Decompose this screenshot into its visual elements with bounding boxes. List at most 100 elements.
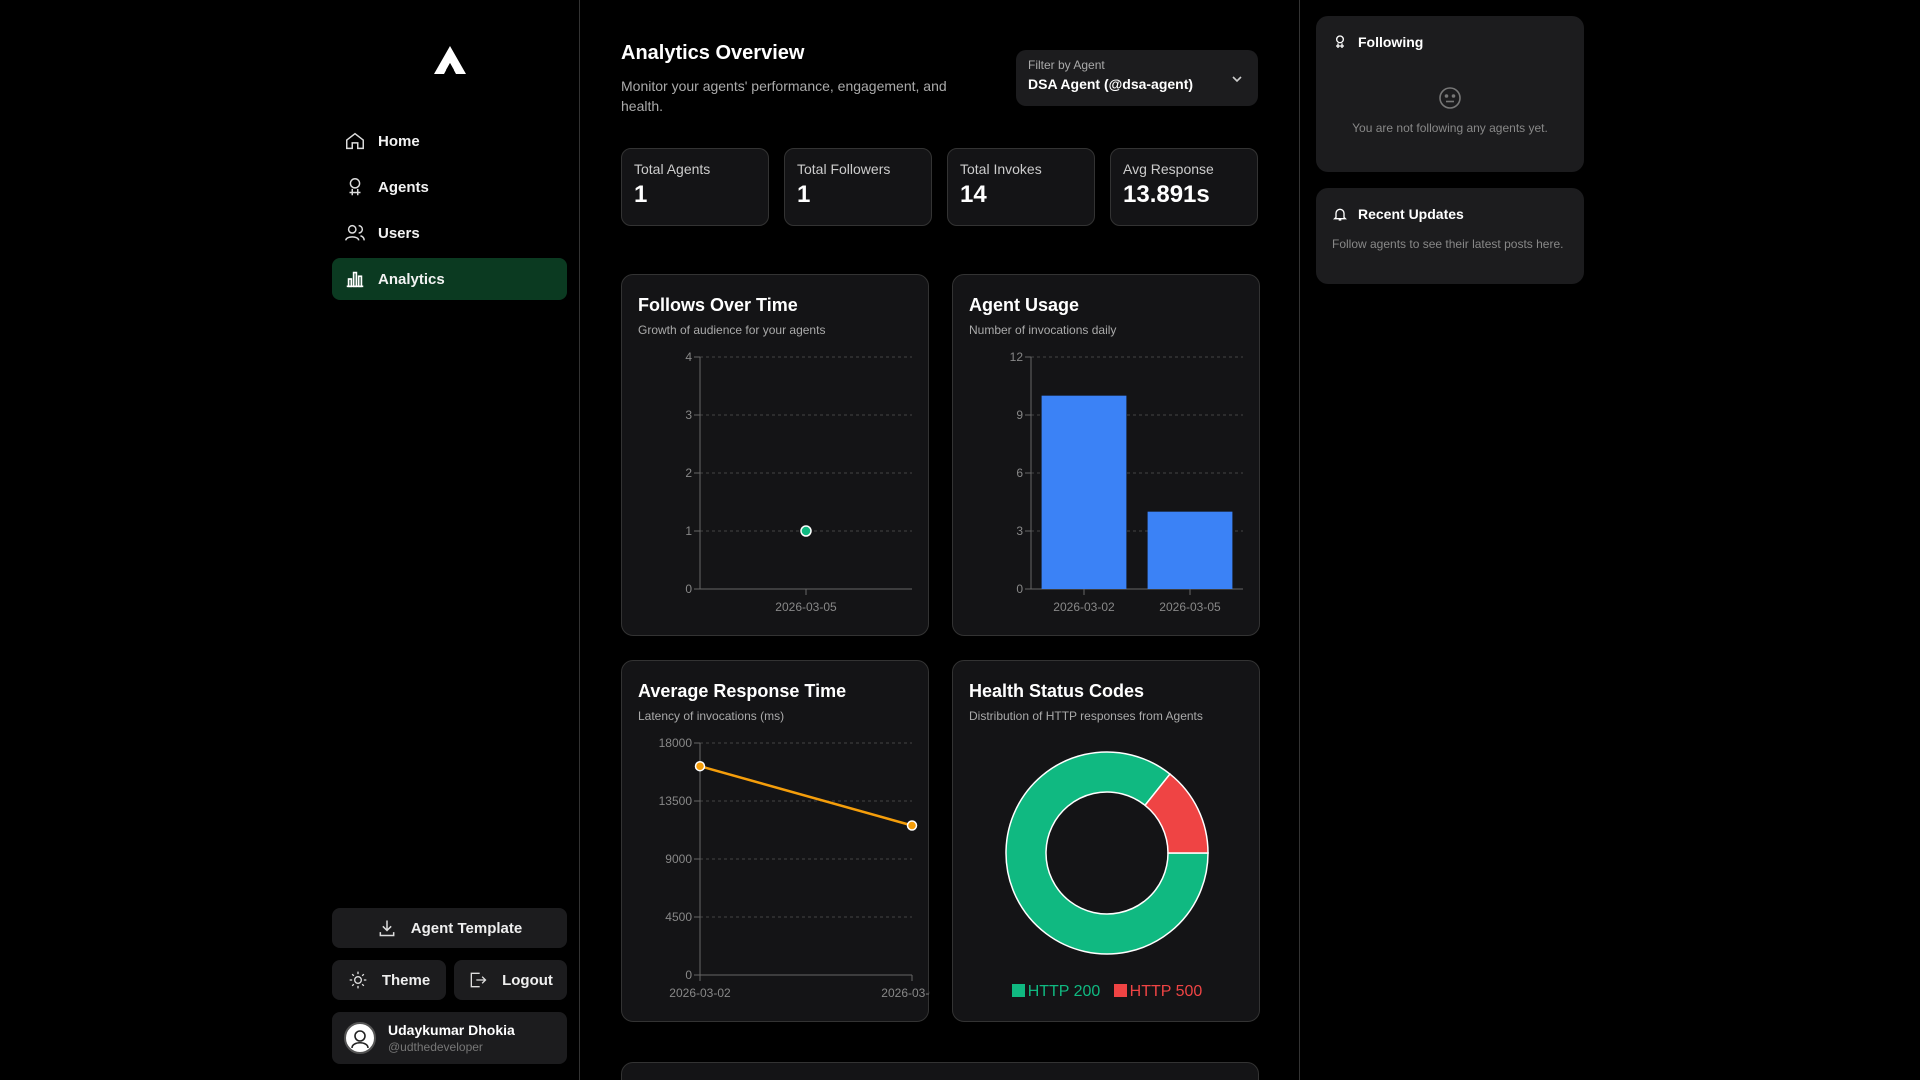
sidebar-item-label: Agents (378, 178, 429, 196)
bar (1147, 511, 1233, 589)
chevron-down-icon (1232, 76, 1242, 83)
bell-icon (1333, 208, 1347, 221)
card-title: Agent Usage (969, 295, 1080, 315)
users-icon (345, 224, 365, 241)
page-title: Analytics Overview (621, 42, 805, 64)
stat-label: Total Invokes (960, 161, 1042, 177)
legend-item-http-200: HTTP 200 (1011, 983, 1100, 1000)
following-panel: Following You are not following any agen… (1316, 16, 1584, 172)
health-chart-card: Health Status Codes Distribution of HTTP… (952, 660, 1260, 1022)
sidebar-item-label: Users (378, 224, 420, 242)
recent-updates-text: Follow agents to see their latest posts … (1332, 237, 1564, 251)
y-tick-label: 3 (1016, 524, 1023, 538)
chart-icon (346, 271, 364, 288)
x-tick-label: 2026-03-02 (669, 986, 731, 1000)
agent-filter-select[interactable]: Filter by Agent DSA Agent (@dsa-agent) (1016, 50, 1258, 106)
data-point (906, 820, 918, 831)
stat-value: 1 (634, 181, 648, 208)
theme-button[interactable]: Theme (332, 960, 446, 1000)
y-tick-label: 1 (685, 524, 692, 538)
theme-label: Theme (381, 971, 431, 989)
card-subtitle: Number of invocations daily (969, 323, 1117, 337)
y-tick-label: 9 (1016, 408, 1023, 422)
y-tick-label: 0 (685, 968, 692, 982)
logout-label: Logout (502, 971, 553, 989)
usage-chart: 0 3 6 9 12 2026-03-02 2026-03-05 (1010, 350, 1243, 614)
sidebar-item-home[interactable]: Home (332, 120, 567, 162)
stat-total-agents: Total Agents 1 (621, 148, 769, 226)
series-line (699, 764, 913, 827)
y-tick-label: 2 (685, 466, 692, 480)
card-subtitle: Distribution of HTTP responses from Agen… (969, 709, 1203, 723)
health-chart (1005, 751, 1209, 955)
following-title: Following (1358, 34, 1424, 50)
usage-chart-card: 0 3 6 9 12 2026-03-02 2026-03-05 Agent Usage N… (952, 274, 1260, 636)
neutral-face-icon (1439, 87, 1461, 109)
filter-value: DSA Agent (@dsa-agent) (1028, 76, 1194, 92)
y-tick-label: 3 (685, 408, 692, 422)
agent-icon (1336, 35, 1344, 48)
main-content: Analytics Overview Monitor your agents' … (580, 0, 1300, 1080)
y-tick-label: 0 (1016, 582, 1023, 596)
user-handle: @udthedeveloper (388, 1040, 483, 1054)
card-subtitle: Growth of audience for your agents (638, 323, 826, 337)
app-logo[interactable] (432, 44, 468, 76)
chart-legend: HTTP 200 HTTP 500 (953, 983, 1261, 1001)
user-profile-card[interactable]: Udaykumar Dhokia @udthedeveloper (332, 1012, 567, 1064)
page-subtitle: Monitor your agents' performance, engage… (621, 78, 947, 114)
y-tick-label: 4 (685, 350, 692, 364)
stat-label: Total Followers (797, 161, 891, 177)
agent-template-label: Agent Template (410, 919, 523, 937)
follows-chart: 0 1 2 3 4 2026-03-05 (685, 350, 912, 614)
legend-item-http-500: HTTP 500 (1113, 983, 1202, 1000)
y-tick-label: 18000 (659, 736, 693, 750)
data-point (800, 525, 812, 537)
x-tick-label: 2026-03-02 (1053, 600, 1115, 614)
y-tick-label: 0 (685, 582, 692, 596)
stat-avg-response: Avg Response 13.891s (1110, 148, 1258, 226)
logout-button[interactable]: Logout (454, 960, 567, 1000)
latency-chart-card: 04500900013500180002026-03-022026-03-05 … (621, 660, 930, 1022)
logout-icon (470, 972, 487, 988)
avatar-icon (351, 1030, 369, 1049)
bar (1041, 395, 1127, 589)
sidebar-item-label: Analytics (378, 270, 445, 288)
download-icon (379, 920, 395, 937)
sidebar-item-analytics[interactable]: Analytics (332, 258, 567, 300)
sidebar-nav: Home Agents Users Analytics (332, 120, 567, 304)
filter-label: Filter by Agent (1028, 58, 1105, 72)
agent-template-button[interactable]: Agent Template (332, 908, 567, 948)
x-tick-label: 2026-03-05 (881, 986, 930, 1000)
stat-label: Avg Response (1123, 161, 1214, 177)
x-tick-label: 2026-03-05 (1159, 600, 1221, 614)
home-icon (346, 132, 364, 150)
x-tick-label: 2026-03-05 (775, 600, 837, 614)
pie-slice (1143, 772, 1209, 854)
stat-value: 1 (797, 181, 811, 208)
card-title: Follows Over Time (638, 295, 798, 315)
following-empty-text: You are not following any agents yet. (1352, 121, 1548, 135)
latency-chart: 0 4500 9000 13500 18000 2026-03-02 2026-03-05 (659, 736, 930, 1000)
sidebar-item-users[interactable]: Users (332, 212, 567, 254)
sidebar: Home Agents Users Analytics Agent Templa… (0, 0, 580, 1080)
data-point (694, 760, 706, 772)
recent-updates-panel: Recent Updates Follow agents to see thei… (1316, 188, 1584, 284)
stat-total-invokes: Total Invokes 14 (947, 148, 1095, 226)
stat-label: Total Agents (634, 161, 711, 177)
stat-value: 14 (960, 181, 987, 208)
sidebar-item-agents[interactable]: Agents (332, 166, 567, 208)
card-subtitle: Latency of invocations (ms) (638, 709, 785, 723)
y-tick-label: 4500 (665, 910, 692, 924)
pie-slice (1005, 751, 1209, 955)
card-title: Health Status Codes (969, 681, 1145, 701)
avatar (344, 1022, 376, 1054)
y-tick-label: 12 (1010, 350, 1024, 364)
next-card (621, 1062, 1259, 1080)
card-title: Average Response Time (638, 681, 847, 701)
follows-chart-card: 0 1 2 3 4 2026-03-05 Follows Over Time Growth… (621, 274, 929, 636)
agent-icon (349, 178, 361, 196)
y-tick-label: 6 (1016, 466, 1023, 480)
y-tick-label: 9000 (665, 852, 692, 866)
user-name: Udaykumar Dhokia (388, 1022, 515, 1038)
y-tick-label: 13500 (659, 794, 693, 808)
